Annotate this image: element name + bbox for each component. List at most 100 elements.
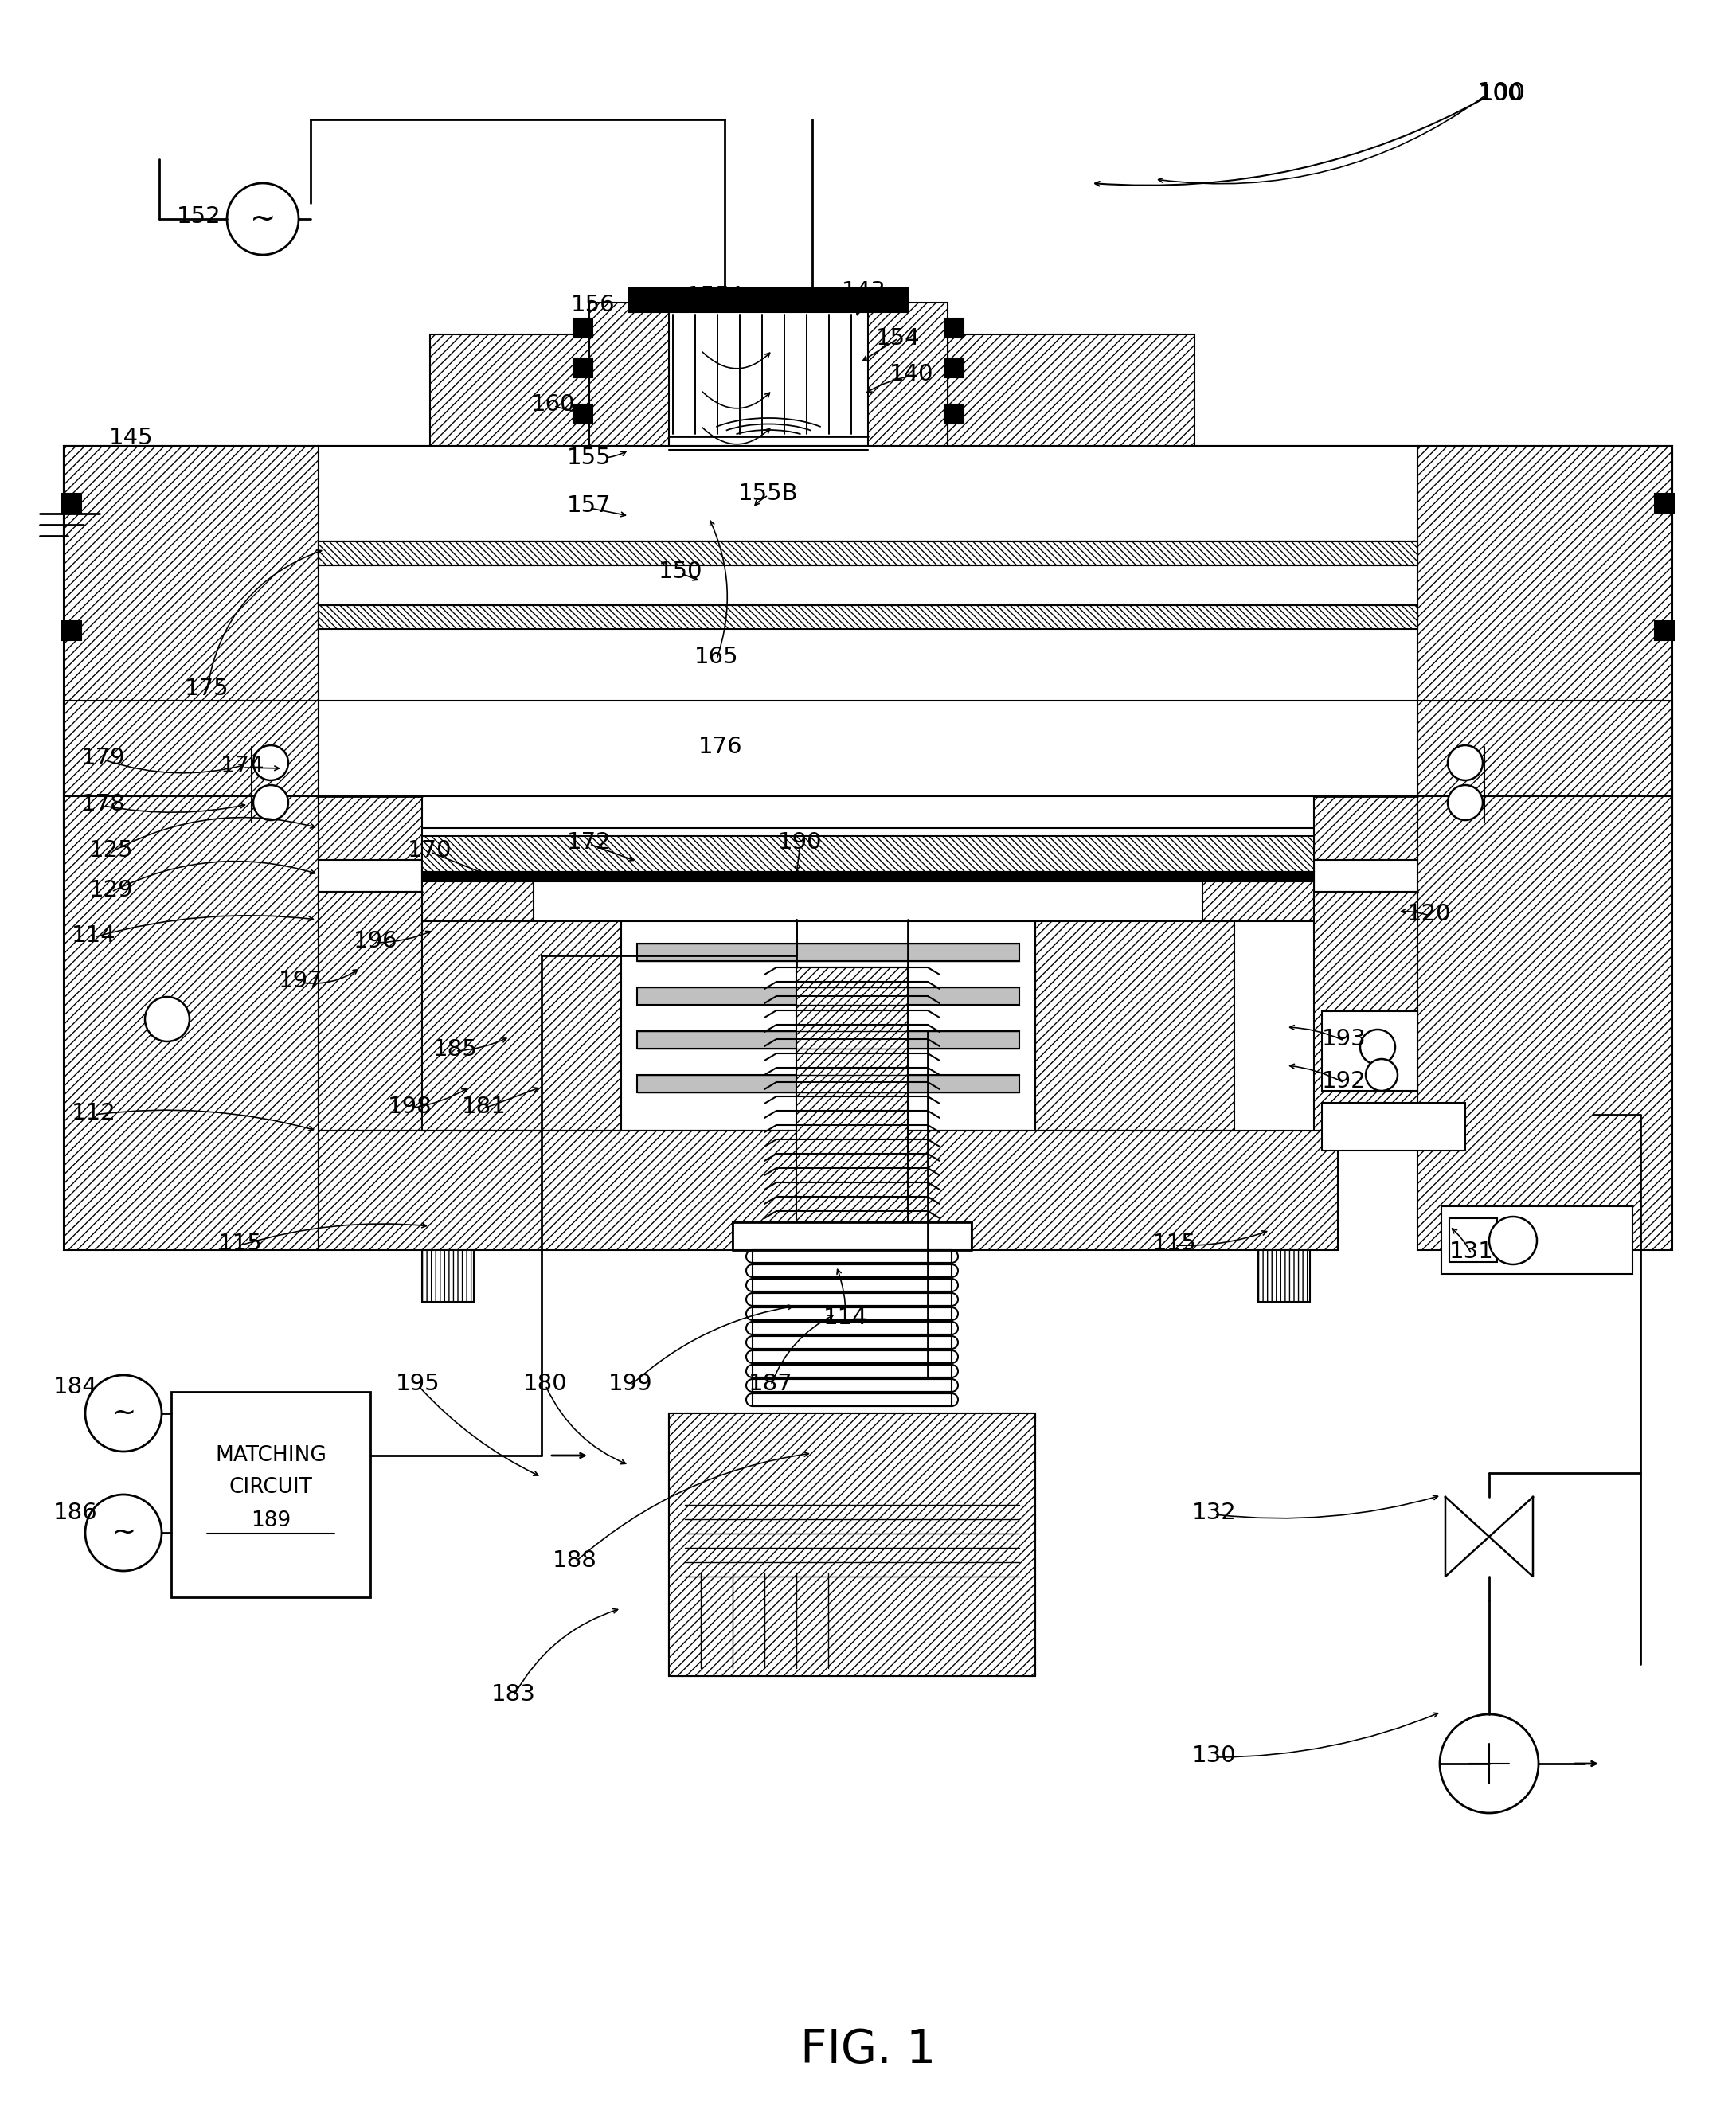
Bar (573, 404, 592, 423)
Text: 156: 156 (571, 294, 616, 317)
Text: MATCHING: MATCHING (215, 1446, 326, 1465)
Text: 115: 115 (1153, 1232, 1196, 1256)
Bar (752, 1321, 951, 1334)
Text: 130: 130 (1193, 1744, 1236, 1767)
Text: 155A: 155A (687, 285, 746, 307)
Polygon shape (1489, 1497, 1533, 1577)
Bar (752, 1366, 951, 1378)
Bar (1314, 892, 1418, 1131)
Bar (422, 871, 1314, 882)
Text: 152: 152 (177, 205, 220, 228)
Bar (1203, 882, 1314, 922)
Bar (1418, 700, 1672, 797)
Bar (948, 334, 1194, 455)
Circle shape (1448, 784, 1483, 820)
Bar (621, 922, 1035, 1131)
Text: CIRCUIT: CIRCUIT (229, 1478, 312, 1497)
Bar (752, 1294, 951, 1306)
Bar (628, 288, 908, 302)
Text: 178: 178 (82, 793, 125, 816)
Bar (1259, 1249, 1311, 1302)
Text: 195: 195 (396, 1372, 441, 1395)
Text: 143: 143 (842, 281, 885, 302)
Text: 176: 176 (698, 736, 743, 759)
Text: 199: 199 (609, 1372, 653, 1395)
Bar (868, 302, 948, 455)
Text: 197: 197 (279, 970, 323, 991)
Text: 193: 193 (1323, 1027, 1366, 1051)
Bar (64, 446, 318, 829)
Circle shape (253, 746, 288, 780)
Text: 154: 154 (877, 328, 920, 349)
Bar (318, 860, 422, 892)
Text: FIG. 1: FIG. 1 (800, 2027, 936, 2074)
Bar (668, 1414, 1035, 1676)
Bar (628, 302, 908, 313)
Text: 192: 192 (1323, 1070, 1366, 1093)
Text: 165: 165 (694, 645, 740, 668)
Text: 172: 172 (568, 831, 611, 854)
Circle shape (253, 784, 288, 820)
Bar (64, 700, 318, 797)
Text: ~: ~ (111, 1399, 135, 1427)
Text: 186: 186 (54, 1501, 97, 1524)
Text: 120: 120 (1408, 903, 1451, 926)
Text: ~: ~ (111, 1520, 135, 1545)
Bar (752, 1351, 951, 1364)
Text: 150: 150 (658, 560, 703, 583)
Bar (752, 1336, 951, 1349)
Text: 114: 114 (71, 924, 116, 947)
Bar (637, 1074, 1019, 1093)
Text: 198: 198 (387, 1095, 432, 1118)
Circle shape (1439, 1714, 1538, 1814)
Bar (752, 1393, 951, 1406)
Text: 115: 115 (219, 1232, 262, 1256)
Bar (422, 1249, 474, 1302)
Bar (1418, 797, 1672, 1249)
Text: 183: 183 (491, 1683, 536, 1706)
Bar (318, 541, 1418, 564)
Bar (318, 797, 422, 860)
Bar (637, 943, 1019, 962)
Bar (752, 1264, 951, 1277)
Bar (637, 1032, 1019, 1049)
Bar (752, 1306, 951, 1319)
Text: 185: 185 (434, 1038, 477, 1061)
Bar (573, 319, 592, 338)
Bar (318, 446, 1418, 541)
Bar (944, 357, 963, 378)
Bar (1314, 860, 1418, 892)
Bar (589, 302, 668, 455)
Bar (637, 987, 1019, 1004)
Bar (1321, 1104, 1465, 1150)
Circle shape (1366, 1059, 1397, 1091)
Bar (422, 922, 621, 1131)
Text: 180: 180 (523, 1372, 568, 1395)
Bar (1441, 1207, 1632, 1275)
Bar (752, 1378, 951, 1391)
Text: 188: 188 (552, 1550, 597, 1573)
Bar (797, 968, 908, 1222)
Circle shape (227, 184, 299, 256)
Text: 179: 179 (82, 746, 125, 769)
Bar (318, 605, 1418, 630)
Text: 174: 174 (220, 755, 266, 778)
Text: ~: ~ (250, 203, 276, 235)
Bar (1035, 922, 1234, 1131)
Text: 100: 100 (1477, 82, 1526, 106)
Bar (62, 495, 82, 514)
Bar (64, 446, 1672, 541)
Bar (318, 1131, 1338, 1249)
Text: 100: 100 (1479, 82, 1522, 106)
Bar (944, 404, 963, 423)
Bar (752, 1249, 951, 1262)
Text: 131: 131 (1450, 1241, 1495, 1262)
Bar (668, 1414, 1035, 1676)
Circle shape (85, 1374, 161, 1452)
Bar (1654, 495, 1674, 514)
Bar (172, 1391, 370, 1598)
Text: 187: 187 (748, 1372, 793, 1395)
Circle shape (1448, 746, 1483, 780)
Bar (431, 334, 589, 455)
Bar (573, 357, 592, 378)
